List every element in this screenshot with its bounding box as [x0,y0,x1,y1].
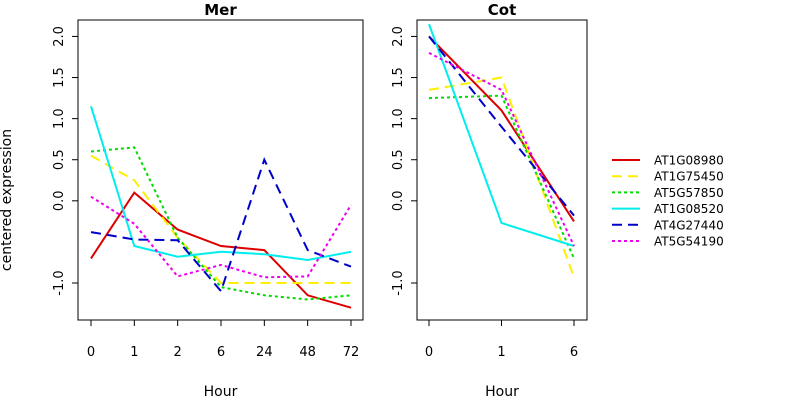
x-tick-label: 72 [343,345,360,360]
y-tick-label: -1.0 [52,270,67,295]
y-tick-label: 2.0 [391,26,406,47]
y-axis-label: centered expression [0,129,15,271]
series-line-at4g27440 [428,35,575,217]
legend-item: AT4G27440 [612,218,724,232]
series-line-at5g54190 [90,195,352,279]
x-tick-label: 24 [256,345,273,360]
x-tick-label: 48 [299,345,316,360]
x-tick-label: 0 [87,345,95,360]
y-tick-label: 0.0 [391,190,406,211]
y-tick-label: 1.5 [52,67,67,88]
x-tick-label: 1 [497,345,505,360]
y-tick-label: 1.5 [391,67,406,88]
y-tick-label: 0.5 [52,149,67,170]
panel-mer-x-label: Hour [204,384,238,400]
legend-label: AT1G75450 [654,170,724,184]
series-line-at1g08520 [428,23,575,247]
series-line-at5g57850 [90,146,352,301]
legend-label: AT5G54190 [654,235,724,249]
series-line-at1g75450 [428,76,575,278]
series-line-at5g57850 [428,94,575,259]
legend-label: AT1G08520 [654,202,724,216]
panel-mer-x-ticks: 0 1 2 6 24 48 72 [87,320,359,360]
series-line-at1g08980 [428,35,575,222]
panel-mer-series [90,106,352,309]
panel-cot-y-ticks: -1.0 0.0 0.5 1.0 1.5 2.0 [391,26,417,296]
panel-mer: Mer 0 1 2 6 24 48 72 -1.0 0.0 0.5 1.0 1.5 2.0 Hour [52,1,364,400]
legend-label: AT5G57850 [654,186,724,200]
panel-cot-frame [416,19,588,321]
y-tick-label: 0.5 [391,149,406,170]
legend-item: AT1G08520 [612,202,724,216]
panel-mer-y-ticks: -1.0 0.0 0.5 1.0 1.5 2.0 [52,26,78,296]
series-line-at4g27440 [90,157,352,294]
legend: AT1G08980 AT1G75450 AT5G57850 AT1G08520 AT4G… [612,154,724,249]
y-tick-label: 0.0 [52,190,67,211]
x-tick-label: 6 [217,345,225,360]
legend-label: AT4G27440 [654,218,724,232]
y-tick-label: 1.0 [391,108,406,129]
x-tick-label: 1 [130,345,138,360]
series-line-at1g75450 [90,154,351,284]
series-line-at1g08520 [90,106,352,262]
y-tick-label: 2.0 [52,26,67,47]
x-tick-label: 6 [570,345,578,360]
legend-item: AT1G08980 [612,154,724,168]
panel-mer-frame [77,19,364,321]
y-tick-label: 1.0 [52,108,67,129]
series-line-at1g08980 [90,191,352,309]
legend-item: AT5G57850 [612,186,724,200]
panel-cot: Cot 0 1 6 -1.0 0.0 0.5 1.0 1.5 2.0 Hour [391,1,588,400]
legend-item: AT5G54190 [612,235,724,249]
panel-cot-x-ticks: 0 1 6 [425,320,578,360]
legend-label: AT1G08980 [654,154,724,168]
panel-mer-title: Mer [204,1,237,19]
x-tick-label: 0 [425,345,433,360]
panel-cot-x-label: Hour [485,384,519,400]
legend-item: AT1G75450 [612,170,724,184]
x-tick-label: 2 [174,345,182,360]
panel-cot-title: Cot [488,1,516,19]
panel-cot-series [428,23,575,278]
y-tick-label: -1.0 [391,270,406,295]
